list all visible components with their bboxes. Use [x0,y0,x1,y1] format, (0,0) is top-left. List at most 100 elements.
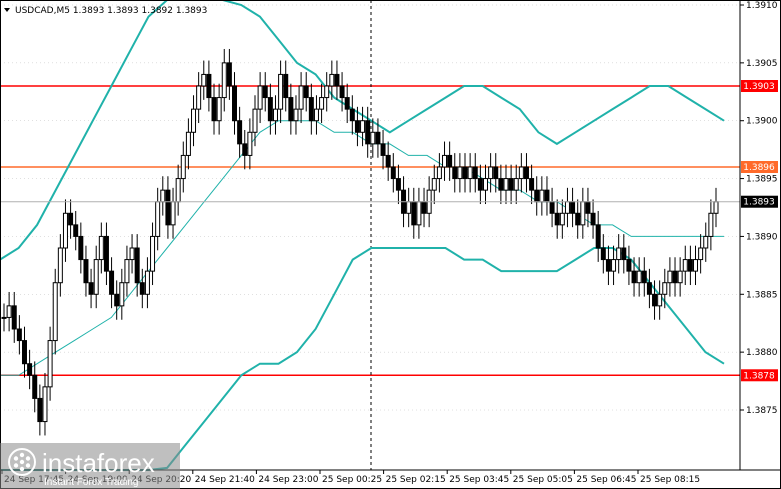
candle-body [677,270,683,284]
candle-body [88,282,94,295]
candle-body [467,166,473,180]
candle-body [529,178,535,191]
candle-body [375,131,381,145]
candle-body [693,259,699,272]
candle-body [37,397,43,423]
y-tick-label: 1.3885 [746,290,778,300]
candle-body [293,108,299,122]
candle-body [580,201,586,226]
candle-body [657,293,663,307]
watermark-tagline: Instant Forex Trading [44,477,139,488]
candle-body [221,62,227,99]
candle-body [498,178,504,191]
candle-body [42,386,48,423]
candle-body [165,189,171,226]
candle-body [457,166,463,180]
candle-body [247,131,253,156]
horizontal-levels[interactable] [0,85,740,377]
candle-body [124,259,130,284]
candle-body [703,235,709,249]
candle-body [523,166,529,180]
candle-body [78,235,84,261]
candle-body [590,212,596,226]
level-tag-bg [741,161,778,173]
candle-body [160,189,166,203]
dropdown-triangle-icon[interactable] [4,8,10,12]
candle-body [298,85,304,110]
candle-body [103,235,109,272]
candle-body [380,143,386,156]
y-tick-label: 1.3875 [746,406,778,416]
candle-body [211,97,217,122]
candle-body [667,270,673,284]
candle-body [68,212,74,226]
x-tick-label: 25 Sep 05:05 [513,475,573,485]
instaforex-logo-icon [8,448,36,476]
candle-body [339,85,345,99]
x-tick-label: 25 Sep 08:15 [640,475,700,485]
candle-body [605,259,611,272]
candle-body [226,62,232,87]
candle-body [139,282,145,295]
candle-body [390,166,396,180]
candle-body [16,328,22,342]
y-tick-label: 1.3900 [746,117,778,127]
candle-body [549,201,555,214]
candle-body [344,97,350,110]
chart-header: USDCAD,M5 1.3893 1.3893 1.3892 1.3893 [4,6,207,16]
candles [1,48,719,436]
candle-body [319,97,325,110]
candle-body [129,247,135,261]
candle-body [170,201,176,226]
candle-body [477,178,483,191]
candle-body [493,166,499,180]
candle-body [73,224,79,237]
candle-body [134,247,140,284]
candle-body [93,259,99,295]
candle-body [713,201,719,214]
candle-body [196,85,202,110]
symbol-quote-line: USDCAD,M5 1.3893 1.3893 1.3892 1.3893 [15,6,207,16]
candle-body [201,73,207,87]
candle-body [513,178,519,191]
candle-body [646,282,652,295]
candle-body [411,201,417,226]
candle-body [482,178,488,191]
candle-body [242,143,248,156]
level-tag-bg [741,369,778,382]
candle-body [11,305,17,330]
candle-body [354,120,360,133]
candle-body [349,108,355,122]
candle-body [32,374,38,399]
candle-body [370,131,376,145]
candle-body [83,259,89,284]
candle-body [662,282,668,295]
candle-body [462,166,468,180]
candle-body [436,166,442,180]
candle-body [206,73,212,99]
candle-body [503,178,509,191]
candle-body [216,97,222,122]
y-tick-label: 1.3895 [746,175,778,185]
y-tick-label: 1.3890 [746,232,778,242]
level-tag-text: 1.3903 [743,82,775,92]
candle-body [708,212,714,237]
candle-body [395,178,401,191]
candle-body [687,259,693,272]
candle-body [365,120,371,145]
candle-body [564,201,570,214]
level-price-tags: 1.3903 1.3896 1.3878 [741,80,778,382]
candle-body [144,270,150,295]
candle-body [329,73,335,87]
candle-body [52,282,58,342]
candle-body [324,85,330,99]
candle-body [288,97,294,122]
candle-body [1,316,7,319]
candle-body [559,212,565,226]
candle-body [62,212,68,249]
candle-body [518,166,524,180]
x-tick-label: 24 Sep 23:00 [258,475,318,485]
candle-body [57,247,63,284]
